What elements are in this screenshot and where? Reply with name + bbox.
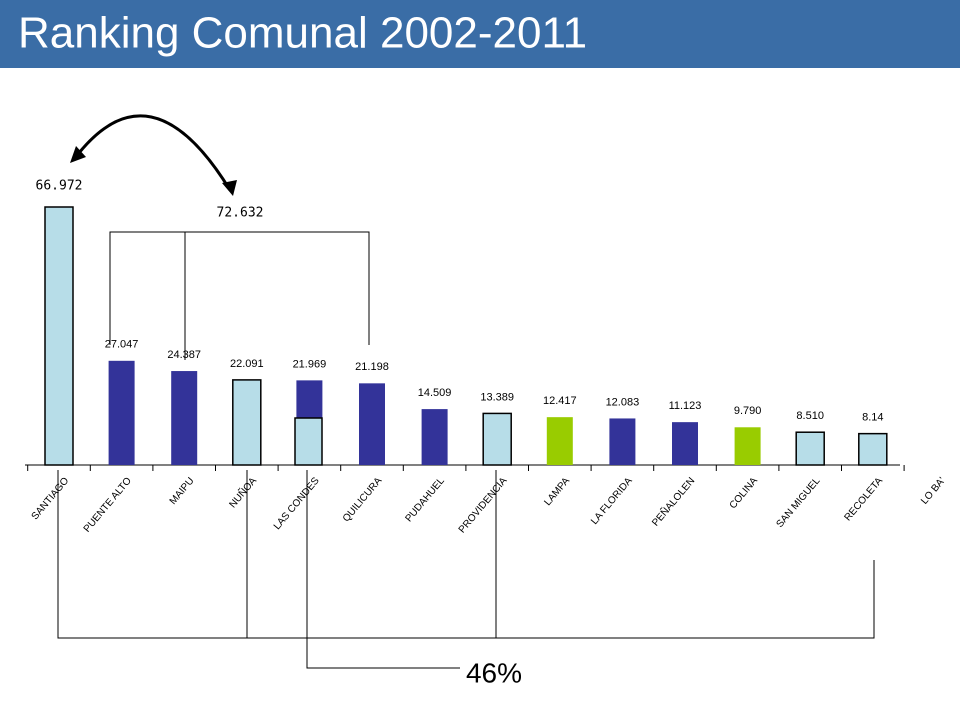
x-tick-label: PUDAHUEL: [403, 475, 447, 524]
x-tick-label: LA FLORIDA: [589, 475, 635, 527]
bar: [672, 422, 698, 465]
x-tick-label: PUENTE ALTO: [82, 475, 134, 534]
x-tick-label: SANTIAGO: [30, 475, 72, 522]
bar: [546, 417, 573, 465]
bar: [359, 383, 385, 465]
data-label: 8.14: [862, 412, 883, 424]
x-tick-label: COLINA: [728, 475, 761, 511]
data-label: 9.790: [734, 405, 762, 417]
data-label: 22.091: [230, 358, 264, 370]
data-label: 66.972: [36, 179, 83, 194]
x-tick-label: LAMPA: [542, 475, 572, 508]
bar: [482, 412, 512, 466]
bar: [795, 431, 825, 466]
bar: [609, 418, 636, 465]
bar: [171, 371, 198, 465]
x-tick-label: NUÑOA: [226, 474, 259, 510]
x-tick-label: PROVIDENCIA: [457, 475, 510, 535]
share-label: 46%: [466, 657, 522, 688]
x-tick-label: LO BA': [919, 475, 948, 506]
bar: [734, 427, 761, 465]
data-label: 14.509: [418, 387, 452, 399]
bar: [421, 409, 448, 465]
x-tick-label: PEÑALOLEN: [649, 474, 698, 528]
sum-label: 72.632: [217, 206, 264, 221]
x-tick-label: SAN MIGUEL: [774, 475, 822, 530]
slide-title: Ranking Comunal 2002-2011: [18, 9, 587, 58]
bar: [108, 360, 135, 465]
data-label: 27.047: [105, 339, 139, 351]
x-tick-label: RECOLETA: [843, 475, 886, 523]
data-label: 8.510: [796, 410, 824, 422]
data-label: 11.123: [669, 400, 702, 412]
data-label: 12.083: [606, 396, 640, 408]
data-label: 12.417: [543, 395, 577, 407]
brackets: [57, 114, 875, 669]
data-label: 13.389: [480, 391, 514, 403]
data-label: 21.198: [355, 361, 389, 373]
bar: [858, 432, 888, 466]
x-tick-label: LAS CONDES: [272, 475, 322, 532]
bar: [44, 206, 74, 466]
highlight-box: [294, 417, 323, 466]
title-bar: [0, 0, 960, 68]
data-label: 24.387: [167, 349, 201, 361]
x-tick-label: QUILICURA: [341, 475, 385, 524]
data-label: 21.969: [293, 358, 327, 370]
x-tick-label: MAIPU: [168, 476, 197, 507]
bar: [232, 379, 262, 466]
